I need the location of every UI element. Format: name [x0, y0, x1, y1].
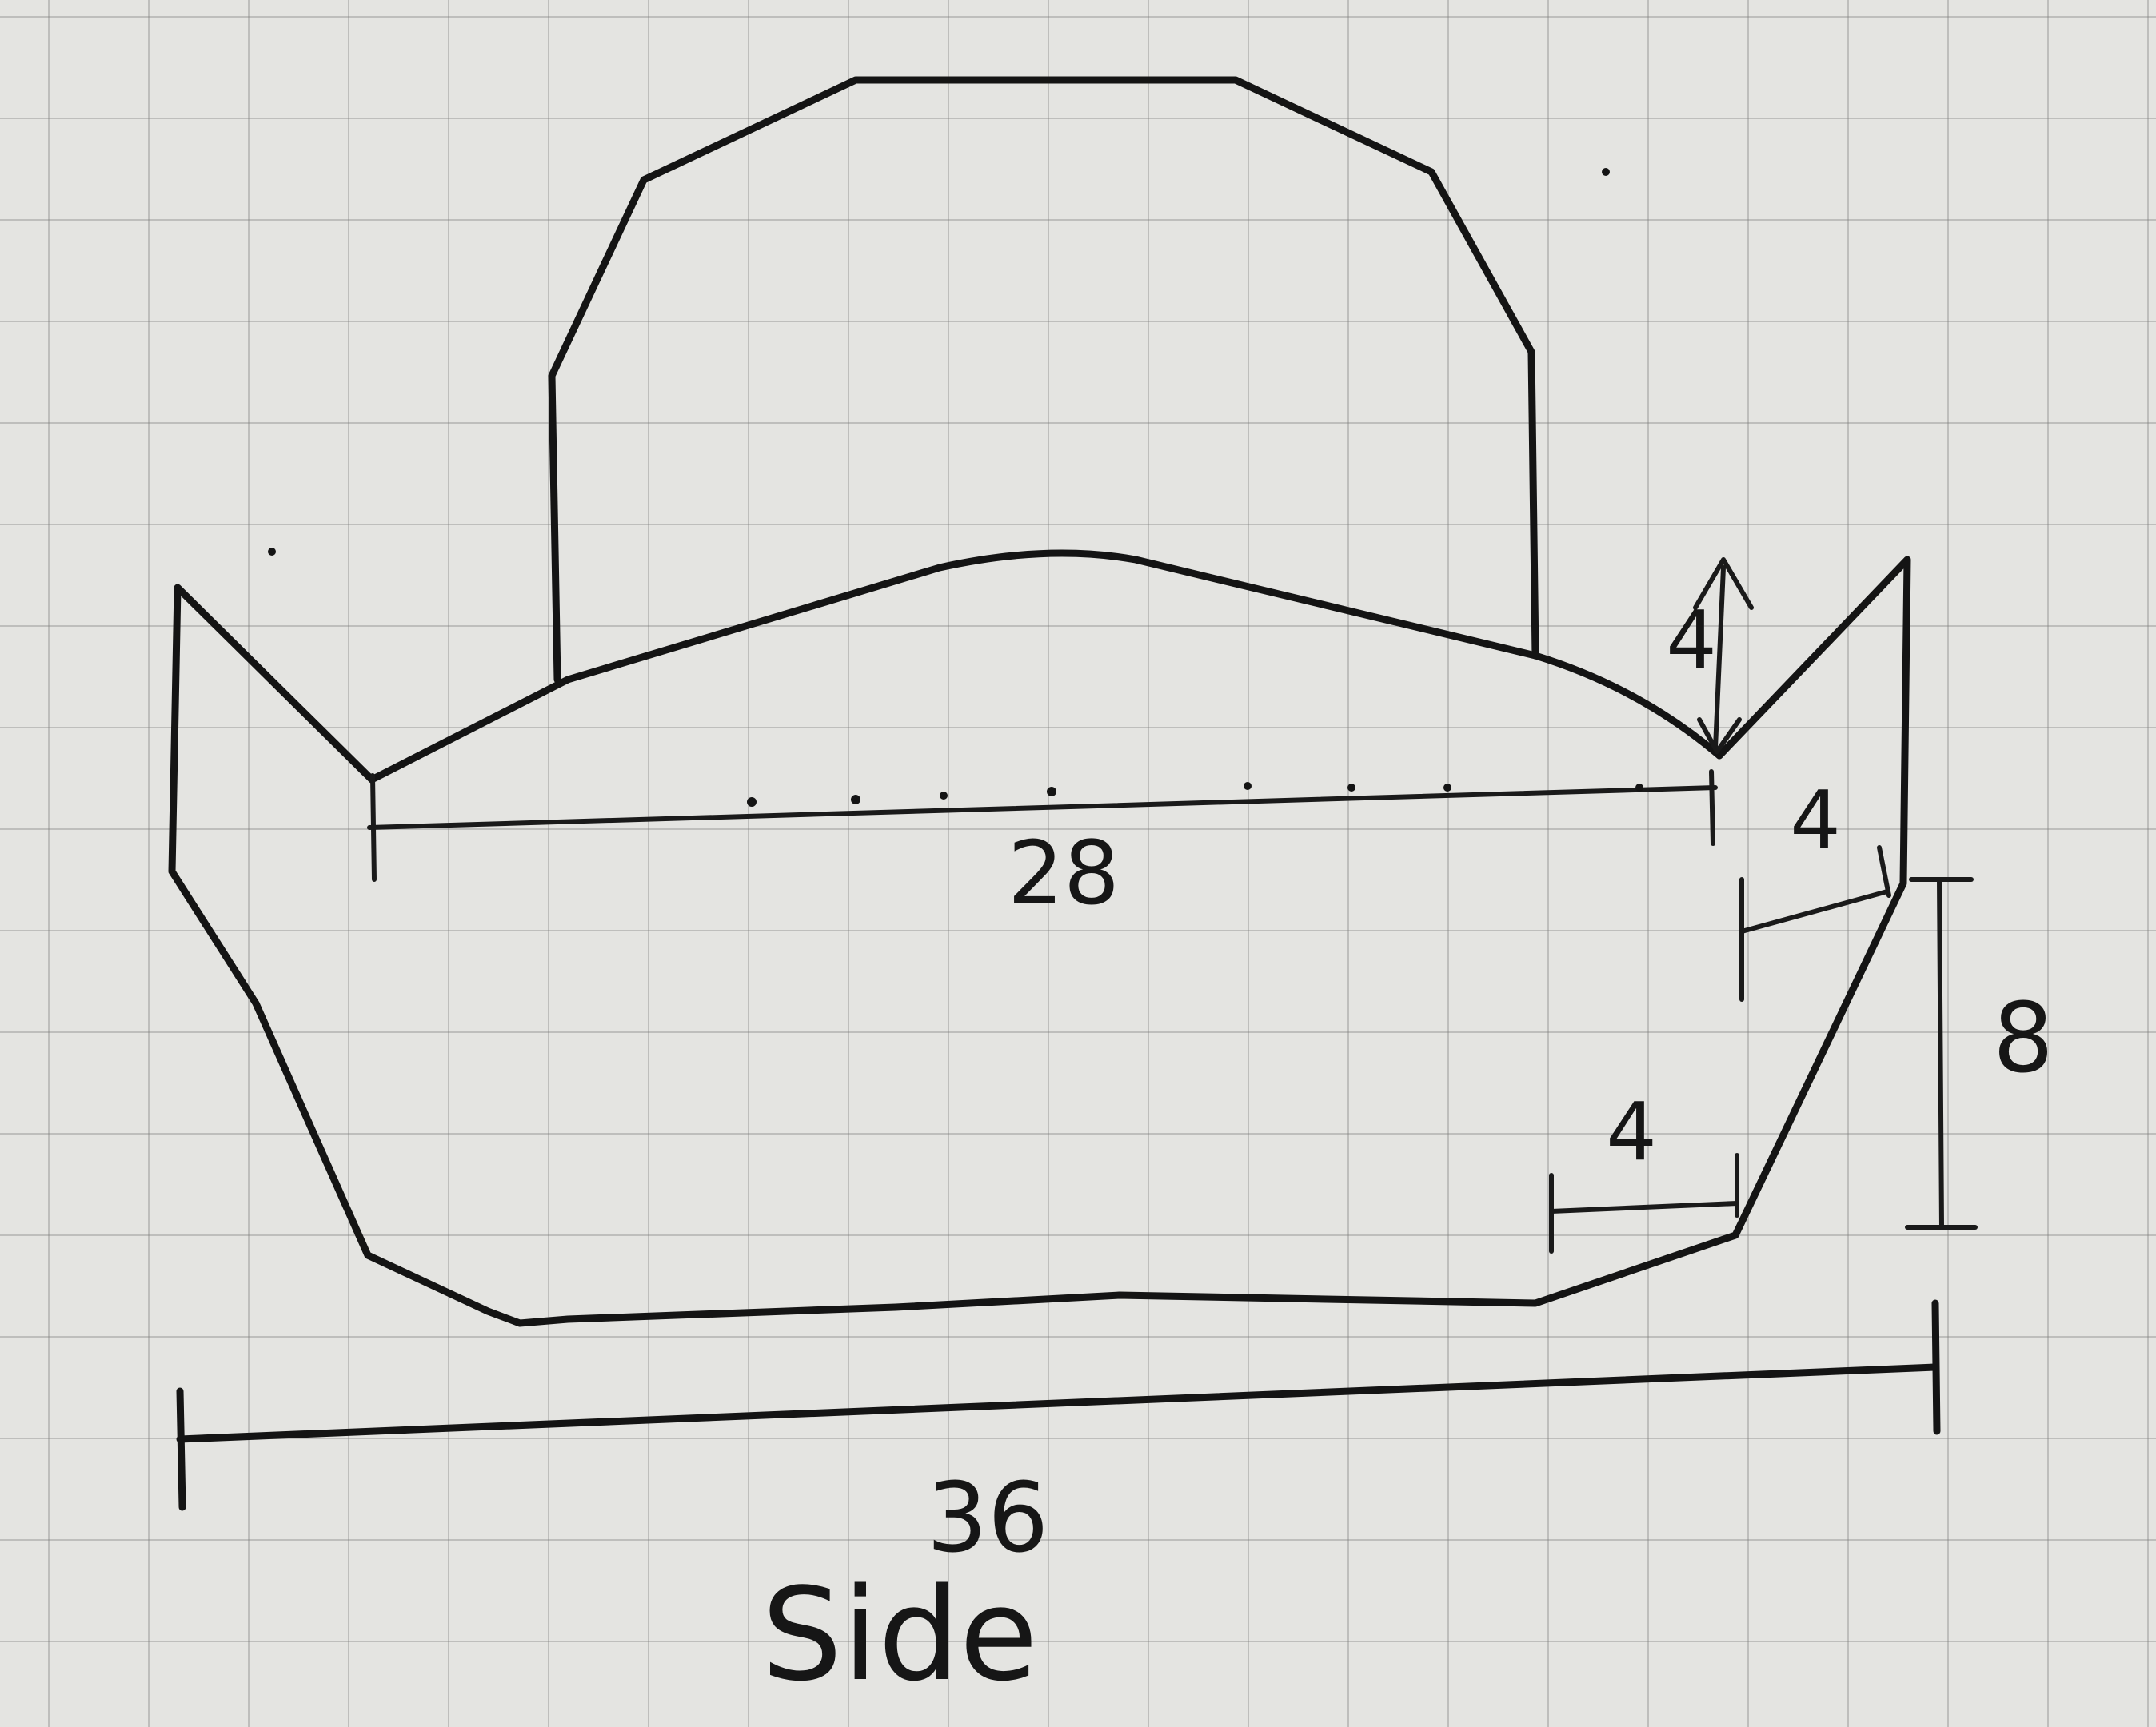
label-36: 36	[927, 1463, 1049, 1574]
label-notch-4: 4	[1666, 593, 1717, 687]
dimension-notch-depth: 4	[1666, 557, 1754, 754]
caption-side: Side	[761, 1560, 1038, 1709]
label-lower-4: 4	[1606, 1085, 1657, 1179]
stray-mark	[268, 548, 276, 556]
label-8: 8	[1993, 983, 2054, 1095]
dimension-36: 36	[176, 1299, 1941, 1574]
stray-mark	[1602, 168, 1610, 176]
dome-outline	[548, 76, 1539, 684]
label-28: 28	[1008, 822, 1120, 924]
dimension-lower-offset: 4	[1549, 1085, 1739, 1254]
label-upper-4: 4	[1790, 773, 1841, 867]
dimension-upper-offset: 4	[1739, 773, 1891, 1002]
dimension-height-8: 8	[1905, 877, 2054, 1230]
dimension-28: 28	[367, 769, 1718, 924]
body-outline	[168, 556, 1911, 1327]
body-top-edge	[368, 549, 1723, 784]
